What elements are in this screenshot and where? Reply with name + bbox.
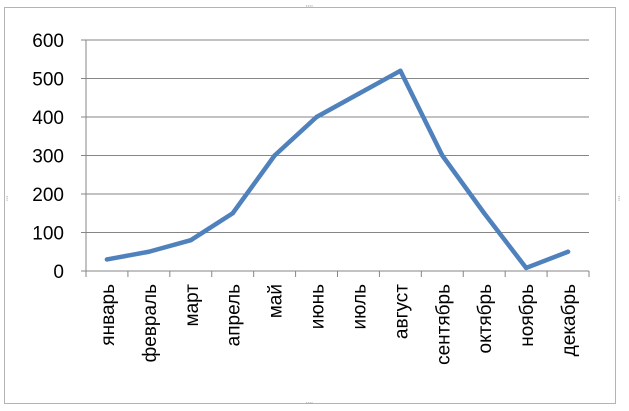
data-point: [272, 153, 277, 158]
x-tick-label: март: [182, 284, 203, 327]
left-resize-handle[interactable]: ···: [1, 195, 11, 201]
x-tick-label: июль: [349, 284, 370, 330]
y-tick-label: 0: [53, 262, 64, 283]
data-point: [146, 249, 152, 254]
x-tick-label: январь: [98, 284, 119, 346]
y-tick-label: 100: [32, 224, 64, 245]
x-tick-label: февраль: [140, 284, 161, 363]
chart-frame[interactable]: [4, 7, 616, 404]
y-tick-label: 200: [32, 185, 64, 206]
series-line: [104, 68, 571, 271]
x-tick-label: сентябрь: [433, 284, 454, 365]
data-point: [188, 238, 193, 243]
data-point: [104, 257, 110, 262]
y-tick-label: 500: [32, 70, 64, 91]
data-point: [398, 68, 403, 74]
x-tick-label: август: [391, 284, 412, 339]
data-point: [440, 153, 445, 158]
bottom-resize-handle[interactable]: ····: [305, 399, 314, 409]
y-tick-label: 400: [32, 108, 64, 129]
x-tick-label: июнь: [308, 284, 329, 329]
x-tick-label: октябрь: [475, 284, 496, 354]
x-tick-label: апрель: [224, 284, 245, 346]
x-tick-label: ноябрь: [517, 284, 538, 347]
x-tick-label: май: [266, 284, 287, 318]
y-tick-label: 600: [32, 31, 64, 52]
data-point: [565, 249, 571, 254]
data-point: [482, 211, 487, 216]
right-resize-handle[interactable]: ···: [613, 195, 623, 201]
data-point: [523, 265, 529, 271]
y-tick-label: 300: [32, 147, 64, 168]
x-tick-label: декабрь: [559, 284, 580, 356]
data-point: [230, 211, 235, 216]
data-point: [356, 91, 361, 97]
data-point: [314, 114, 319, 120]
top-resize-handle[interactable]: ····: [305, 2, 314, 12]
